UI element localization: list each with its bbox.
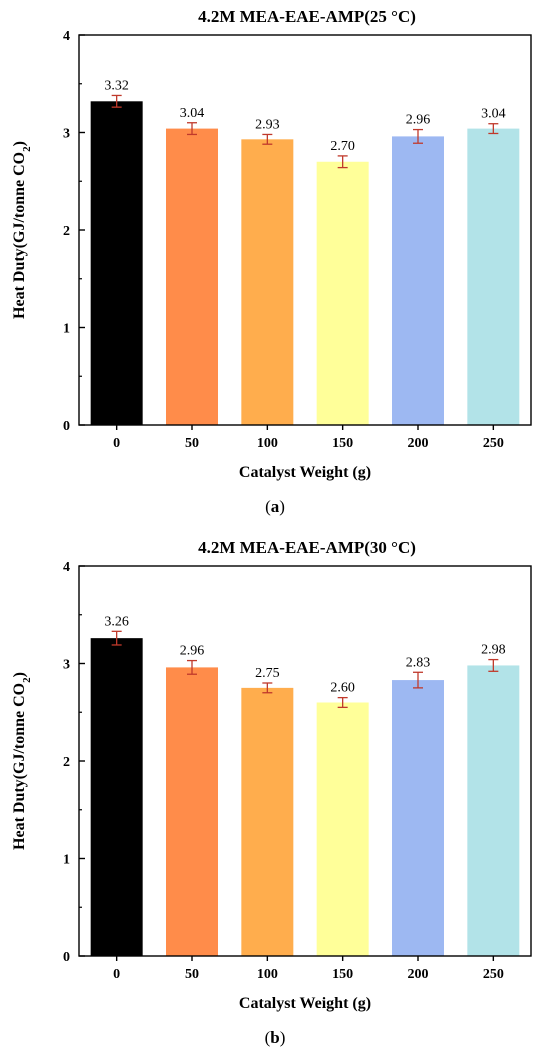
chart-title: 4.2M MEA-EAE-AMP(25 °C) — [198, 7, 416, 26]
y-tick-label-3: 3 — [63, 658, 70, 673]
x-tick-label-250: 250 — [483, 967, 504, 982]
y-tick-label-2: 2 — [63, 755, 70, 770]
y-axis-title-close: ) — [11, 141, 28, 146]
y-tick-label-2: 2 — [63, 224, 70, 239]
error-bar-250 — [488, 658, 499, 672]
error-bar-0 — [111, 94, 122, 108]
y-axis-title-close: ) — [11, 672, 28, 677]
bar-chart-b: 4.2M MEA-EAE-AMP(30 °C) 3.26 2.96 2.75 2.60 2… — [11, 538, 532, 1012]
plot-frame — [78, 34, 532, 426]
y-axis-title: Heat Duty(GJ/tonne CO2) — [11, 141, 33, 319]
bar-150 — [316, 702, 369, 956]
x-tick-label-200: 200 — [408, 436, 429, 451]
y-axis-title-main: Heat Duty(GJ/tonne CO — [11, 152, 28, 319]
x-tick-label-100: 100 — [257, 436, 278, 451]
error-bar-200 — [413, 671, 423, 689]
error-bar-50 — [187, 659, 197, 675]
error-bar-250 — [488, 123, 499, 135]
bar-50 — [166, 128, 218, 425]
chart-panel-a: 4.2M MEA-EAE-AMP(25 °C) 3.32 3.04 2.93 2.70 2… — [11, 7, 532, 516]
chart-panel-b: 4.2M MEA-EAE-AMP(30 °C) 3.26 2.96 2.75 2.60 2… — [0, 531, 550, 1062]
chart-title: 4.2M MEA-EAE-AMP(30 °C) — [198, 538, 416, 557]
data-label-100: 2.93 — [255, 117, 280, 132]
bar-150 — [316, 161, 369, 425]
panel-label-b: (b) — [264, 1028, 286, 1047]
bar-100 — [241, 139, 294, 425]
x-tick-label-50: 50 — [185, 436, 199, 451]
x-tick-label-150: 150 — [332, 436, 353, 451]
y-axis-title: Heat Duty(GJ/tonne CO2) — [11, 672, 33, 850]
bar-200 — [392, 680, 444, 956]
x-tick-label-50: 50 — [185, 967, 199, 982]
y-axis-title-subscript: 2 — [21, 146, 33, 152]
bar-50 — [166, 667, 218, 956]
error-bar-200 — [413, 128, 423, 144]
data-label-250: 2.98 — [481, 643, 506, 658]
y-tick-label-0: 0 — [63, 950, 70, 965]
y-tick-label-0: 0 — [63, 419, 70, 434]
bar-250 — [467, 128, 520, 425]
bar-chart-a: 4.2M MEA-EAE-AMP(25 °C) 3.32 3.04 2.93 2.70 2… — [11, 7, 532, 481]
error-bar-150 — [337, 155, 348, 169]
error-bar-100 — [262, 682, 273, 694]
data-label-200: 2.83 — [406, 655, 431, 670]
y-tick-label-4: 4 — [63, 29, 70, 44]
data-label-50: 3.04 — [180, 106, 205, 121]
y-tick-label-1: 1 — [63, 853, 70, 868]
error-bar-50 — [187, 122, 197, 136]
error-bar-100 — [262, 133, 273, 145]
y-tick-label-4: 4 — [63, 560, 70, 575]
plot-frame — [78, 565, 532, 957]
data-label-200: 2.96 — [406, 113, 431, 128]
x-axis-title: Catalyst Weight (g) — [239, 464, 371, 481]
panel-letter-b: b — [270, 1028, 280, 1047]
x-tick-label-200: 200 — [408, 967, 429, 982]
x-tick-label-0: 0 — [113, 436, 120, 451]
y-tick-label-3: 3 — [63, 127, 70, 142]
bar-100 — [241, 687, 294, 956]
bar-0 — [90, 638, 143, 956]
x-tick-label-250: 250 — [483, 436, 504, 451]
x-tick-label-150: 150 — [332, 967, 353, 982]
data-label-150: 2.60 — [330, 681, 355, 696]
data-label-0: 3.32 — [104, 78, 129, 93]
bar-0 — [90, 101, 143, 426]
data-label-50: 2.96 — [180, 644, 205, 659]
error-bar-0 — [111, 630, 122, 646]
error-bar-150 — [337, 696, 348, 709]
data-label-100: 2.75 — [255, 666, 280, 681]
y-tick-label-1: 1 — [63, 322, 70, 337]
data-label-150: 2.70 — [330, 139, 355, 154]
panel-letter-a: a — [270, 497, 280, 516]
x-tick-label-100: 100 — [257, 967, 278, 982]
y-axis-title-subscript: 2 — [21, 677, 33, 683]
data-label-0: 3.26 — [104, 614, 129, 629]
panel-label-a: (a) — [265, 497, 285, 516]
y-axis-title-main: Heat Duty(GJ/tonne CO — [11, 683, 28, 850]
bar-250 — [467, 665, 520, 956]
data-label-250: 3.04 — [481, 107, 506, 122]
x-tick-label-0: 0 — [113, 967, 120, 982]
x-axis-title: Catalyst Weight (g) — [239, 995, 371, 1012]
bar-200 — [392, 136, 444, 425]
